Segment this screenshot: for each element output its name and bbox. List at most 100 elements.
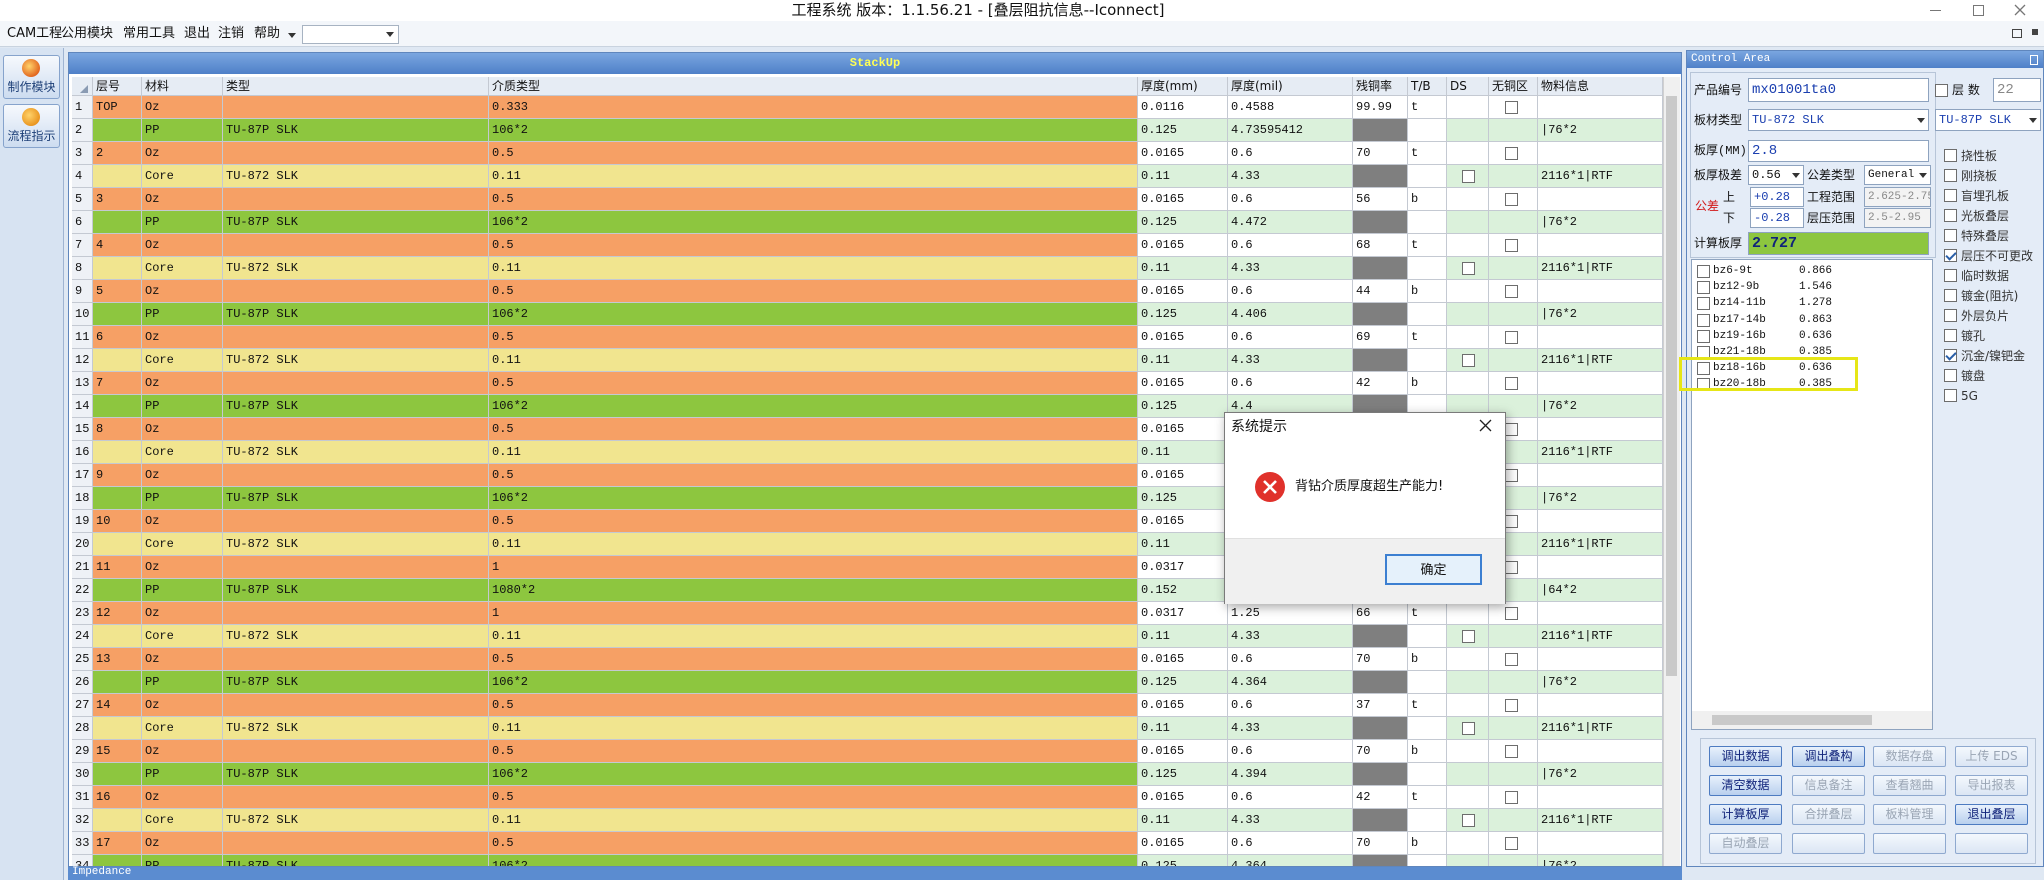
checkbox[interactable] <box>1462 630 1475 643</box>
bottom-tab-label[interactable]: Impedance <box>72 866 132 878</box>
table-cell[interactable] <box>1447 740 1489 763</box>
table-cell[interactable] <box>1538 372 1663 395</box>
lower-input[interactable]: -0.28 <box>1750 208 1804 228</box>
table-cell[interactable]: Core <box>142 625 223 648</box>
table-cell[interactable]: 0.0165 <box>1138 648 1228 671</box>
table-cell[interactable]: 0.5 <box>489 648 1138 671</box>
press-range-value[interactable]: 2.5-2.95 <box>1864 208 1931 228</box>
sidebar-button[interactable]: 制作模块 <box>3 55 60 99</box>
table-cell[interactable]: 42 <box>1353 372 1408 395</box>
table-cell[interactable] <box>1538 694 1663 717</box>
table-cell[interactable]: t <box>1408 96 1447 119</box>
table-cell[interactable]: 106*2 <box>489 395 1138 418</box>
table-cell[interactable] <box>1447 648 1489 671</box>
checkbox[interactable] <box>1944 349 1957 362</box>
table-cell[interactable]: TU-872 SLK <box>223 717 489 740</box>
table-cell[interactable]: 0.5 <box>489 786 1138 809</box>
table-cell[interactable]: TU-872 SLK <box>223 165 489 188</box>
table-cell[interactable]: 0.11 <box>1138 441 1228 464</box>
table-cell[interactable]: 0.5 <box>489 418 1138 441</box>
table-cell[interactable]: b <box>1408 740 1447 763</box>
table-cell[interactable]: 0.11 <box>1138 717 1228 740</box>
table-cell[interactable] <box>1353 763 1408 786</box>
table-cell[interactable]: Oz <box>142 510 223 533</box>
table-cell[interactable] <box>1538 418 1663 441</box>
table-cell[interactable] <box>1447 234 1489 257</box>
table-cell[interactable]: |76*2 <box>1538 487 1663 510</box>
table-cell[interactable]: 0.5 <box>489 142 1138 165</box>
table-cell[interactable]: Oz <box>142 740 223 763</box>
table-cell[interactable]: 11 <box>93 556 142 579</box>
table-cell[interactable] <box>1353 211 1408 234</box>
control-button[interactable]: 合拼叠层 <box>1792 804 1865 825</box>
table-cell[interactable]: 0.4588 <box>1228 96 1353 119</box>
dialog-close[interactable] <box>1479 419 1492 432</box>
table-cell[interactable]: 106*2 <box>489 855 1138 866</box>
table-cell[interactable]: |76*2 <box>1538 211 1663 234</box>
table-cell[interactable]: 0.125 <box>1138 855 1228 866</box>
checkbox[interactable] <box>1505 147 1518 160</box>
table-cell[interactable] <box>223 372 489 395</box>
dialog-ok-button[interactable]: 确定 <box>1385 554 1482 585</box>
table-cell[interactable] <box>93 441 142 464</box>
tol-type-select[interactable]: General <box>1864 165 1931 185</box>
option-label[interactable]: 光板叠层 <box>1961 209 2010 223</box>
table-cell[interactable]: 0.5 <box>489 694 1138 717</box>
table-cell[interactable]: PP <box>142 855 223 866</box>
table-cell[interactable]: TU-872 SLK <box>223 809 489 832</box>
table-cell[interactable] <box>1408 211 1447 234</box>
table-cell[interactable]: 0.0165 <box>1138 832 1228 855</box>
table-cell[interactable] <box>1408 625 1447 648</box>
table-cell[interactable] <box>223 188 489 211</box>
control-button[interactable]: 信息备注 <box>1792 775 1865 796</box>
table-cell[interactable]: 0.0165 <box>1138 326 1228 349</box>
checkbox[interactable] <box>1505 561 1518 574</box>
control-button[interactable]: 计算板厚 <box>1709 804 1782 825</box>
table-cell[interactable]: 106*2 <box>489 763 1138 786</box>
table-cell[interactable]: 0.11 <box>489 809 1138 832</box>
table-cell[interactable]: 0.11 <box>1138 257 1228 280</box>
table-cell[interactable] <box>1447 303 1489 326</box>
table-cell[interactable]: 0.11 <box>489 441 1138 464</box>
table-cell[interactable]: Oz <box>142 188 223 211</box>
table-cell[interactable]: 0.11 <box>489 165 1138 188</box>
table-cell[interactable]: TU-87P SLK <box>223 395 489 418</box>
table-cell[interactable]: PP <box>142 119 223 142</box>
checkbox[interactable] <box>1944 389 1957 402</box>
table-cell[interactable] <box>93 349 142 372</box>
table-cell[interactable] <box>1447 602 1489 625</box>
checkbox[interactable] <box>1944 249 1957 262</box>
table-cell[interactable]: 1080*2 <box>489 579 1138 602</box>
table-cell[interactable]: |64*2 <box>1538 579 1663 602</box>
table-cell[interactable] <box>223 326 489 349</box>
table-cell[interactable]: t <box>1408 234 1447 257</box>
table-cell[interactable]: 12 <box>93 602 142 625</box>
checkbox[interactable] <box>1505 607 1518 620</box>
column-header[interactable]: 物料信息 <box>1538 77 1663 96</box>
layers-input[interactable]: 22 <box>1993 78 2041 102</box>
table-cell[interactable]: 0.6 <box>1228 372 1353 395</box>
table-cell[interactable]: 1.25 <box>1228 602 1353 625</box>
table-cell[interactable]: b <box>1408 280 1447 303</box>
table-cell[interactable] <box>93 717 142 740</box>
table-cell[interactable] <box>1447 671 1489 694</box>
table-cell[interactable]: 70 <box>1353 142 1408 165</box>
table-cell[interactable]: TU-87P SLK <box>223 579 489 602</box>
checkbox[interactable] <box>1935 84 1948 97</box>
table-cell[interactable]: 0.11 <box>1138 625 1228 648</box>
table-cell[interactable]: Oz <box>142 832 223 855</box>
table-cell[interactable]: 0.6 <box>1228 142 1353 165</box>
table-cell[interactable] <box>1447 763 1489 786</box>
table-cell[interactable] <box>93 671 142 694</box>
table-cell[interactable] <box>1489 119 1538 142</box>
table-cell[interactable]: 2116*1|RTF <box>1538 349 1663 372</box>
table-cell[interactable]: 106*2 <box>489 119 1138 142</box>
table-cell[interactable]: 2 <box>93 142 142 165</box>
column-header[interactable]: 材料 <box>142 77 223 96</box>
table-cell[interactable] <box>223 786 489 809</box>
board-select[interactable]: TU-872 SLK <box>1748 109 1929 131</box>
table-cell[interactable] <box>1489 625 1538 648</box>
table-cell[interactable]: 1 <box>489 602 1138 625</box>
table-cell[interactable] <box>1447 96 1489 119</box>
table-cell[interactable]: 9 <box>93 464 142 487</box>
